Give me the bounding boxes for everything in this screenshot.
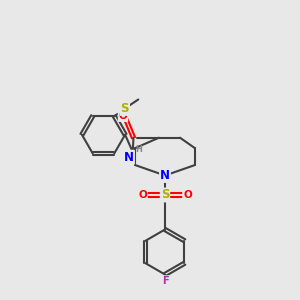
Text: H: H (135, 145, 142, 154)
Text: S: S (161, 188, 169, 202)
Text: F: F (162, 276, 168, 286)
Text: O: O (138, 190, 147, 200)
Text: O: O (183, 190, 192, 200)
Text: N: N (160, 169, 170, 182)
Text: N: N (124, 151, 134, 164)
Text: S: S (121, 102, 129, 115)
Text: O: O (118, 111, 127, 121)
